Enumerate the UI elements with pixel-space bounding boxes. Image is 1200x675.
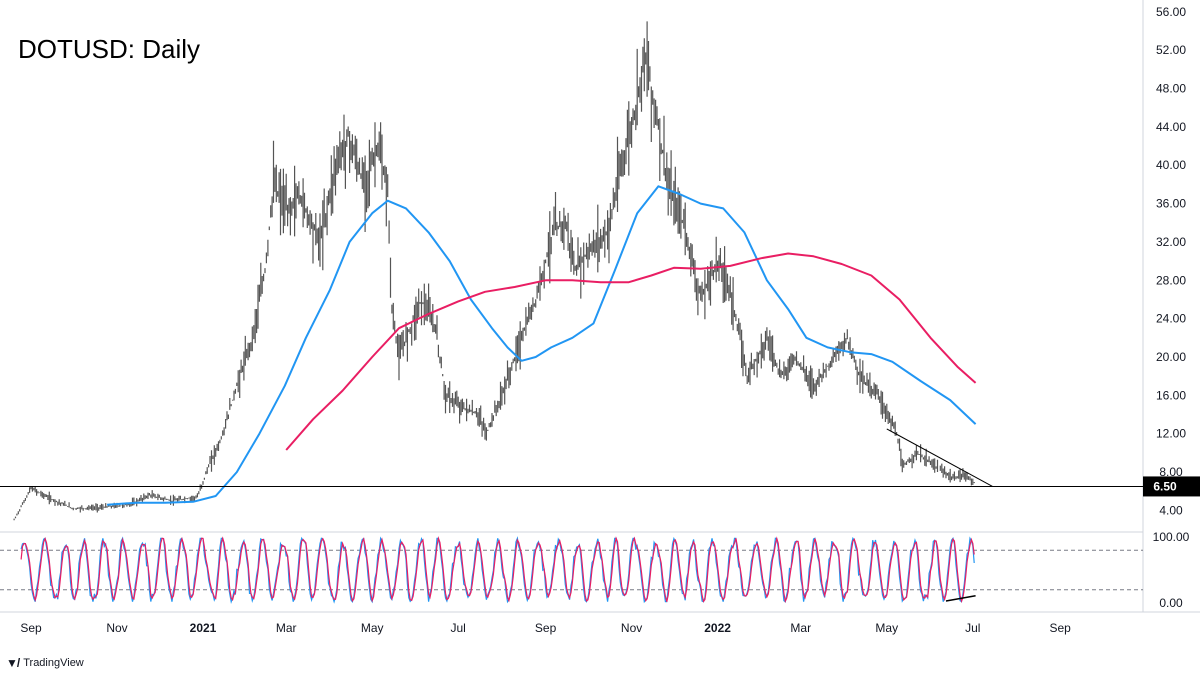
horizontal-level-layer: 6.50 xyxy=(0,476,1200,497)
support-level-label: 6.50 xyxy=(1153,479,1177,493)
tradingview-logo-text: TradingView xyxy=(23,657,84,669)
time-tick-label: May xyxy=(361,621,384,635)
ma-50-line xyxy=(107,185,977,506)
price-tick-label: 56.00 xyxy=(1156,5,1186,19)
price-tick-label: 16.00 xyxy=(1156,388,1186,402)
stochastic-oscillator: 100.00 0.00 xyxy=(0,530,1190,610)
series-layer xyxy=(107,185,993,506)
time-tick-label: Sep xyxy=(535,621,557,635)
price-tick-label: 8.00 xyxy=(1159,465,1183,479)
price-bar-wicks xyxy=(13,21,975,521)
time-tick-label: Nov xyxy=(106,621,127,635)
price-tick-label: 48.00 xyxy=(1156,82,1186,96)
oscillator-divergence-line[interactable] xyxy=(945,595,976,602)
price-tick-label: 52.00 xyxy=(1156,43,1186,57)
descending-trendline[interactable] xyxy=(886,428,993,487)
time-tick-label: Mar xyxy=(790,621,811,635)
support-level-badge xyxy=(1143,476,1200,497)
time-tick-label: 2021 xyxy=(190,621,217,635)
stochastic-d-line xyxy=(20,536,975,604)
chart-title: DOTUSD: Daily xyxy=(18,34,200,64)
tradingview-logo-icon: ▼/ xyxy=(6,656,20,670)
time-tick-label: 2022 xyxy=(704,621,731,635)
time-tick-label: Jul xyxy=(965,621,980,635)
price-tick-label: 40.00 xyxy=(1156,158,1186,172)
price-tick-label: 44.00 xyxy=(1156,120,1186,134)
price-bars xyxy=(13,21,975,521)
time-tick-label: Nov xyxy=(621,621,642,635)
time-tick-label: May xyxy=(875,621,898,635)
time-axis[interactable]: Sep Nov 2021 Mar May Jul Sep Nov 2022 Mar May Jul Se… xyxy=(20,621,1071,635)
price-tick-label: 36.00 xyxy=(1156,197,1186,211)
oscillator-tick-label: 100.00 xyxy=(1153,530,1190,544)
ma-200-line xyxy=(285,252,977,451)
price-tick-label: 32.00 xyxy=(1156,235,1186,249)
oscillator-tick-label: 0.00 xyxy=(1159,596,1183,610)
stochastic-k-line xyxy=(20,536,975,604)
time-tick-label: Mar xyxy=(276,621,297,635)
time-tick-label: Sep xyxy=(1050,621,1072,635)
price-tick-label: 24.00 xyxy=(1156,312,1186,326)
price-axis[interactable]: 56.00 52.00 48.00 44.00 40.00 36.00 32.00 28.00… xyxy=(1156,5,1186,518)
price-tick-label: 20.00 xyxy=(1156,350,1186,364)
time-tick-label: Sep xyxy=(20,621,42,635)
price-tick-label: 4.00 xyxy=(1159,503,1183,517)
tradingview-logo[interactable]: ▼/ TradingView xyxy=(6,656,84,670)
time-tick-label: Jul xyxy=(451,621,466,635)
price-tick-label: 28.00 xyxy=(1156,273,1186,287)
price-tick-label: 12.00 xyxy=(1156,427,1186,441)
